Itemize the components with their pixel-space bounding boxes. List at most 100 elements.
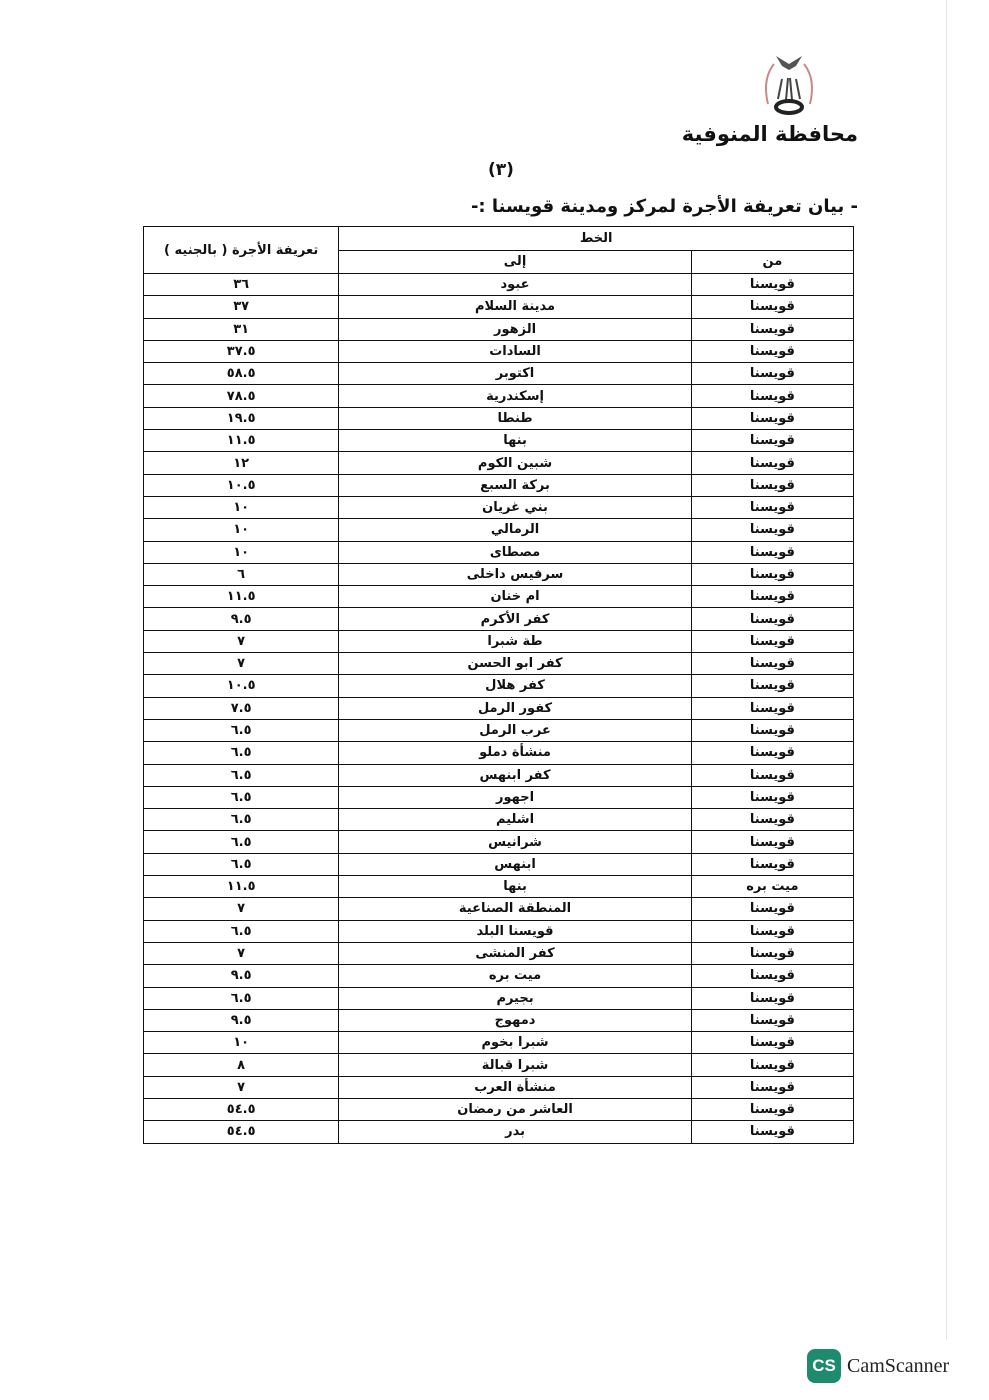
- to-cell: عبود: [338, 272, 692, 297]
- table-row: قويسنا كفر المنشى ٧: [142, 941, 855, 966]
- from-cell: قويسنا: [690, 607, 855, 631]
- from-cell: قويسنا: [690, 741, 855, 765]
- from-cell: قويسنا: [690, 362, 855, 386]
- from-cell: قويسنا: [690, 718, 855, 743]
- to-cell: شبرا بخوم: [338, 1031, 692, 1055]
- to-cell: كفر هلال: [338, 674, 692, 698]
- to-cell: ميت بره: [338, 964, 692, 988]
- from-cell: قويسنا: [690, 562, 855, 587]
- camscanner-label: CamScanner: [847, 1354, 950, 1377]
- table-row: قويسنا قويسنا البلد ٦.٥: [142, 919, 855, 943]
- from-cell: قويسنا: [690, 919, 855, 943]
- fare-cell: ٦.٥: [142, 741, 340, 765]
- fare-cell: ٣١: [142, 317, 340, 341]
- fare-cell: ٣٧.٥: [142, 339, 340, 364]
- fare-cell: ١٠: [142, 495, 340, 520]
- fare-cell: ٣٦: [142, 272, 340, 297]
- fare-cell: ١٠: [142, 518, 340, 542]
- fare-cell: ٦.٥: [142, 852, 340, 877]
- to-cell: مصطاى: [338, 540, 692, 564]
- from-cell: قويسنا: [690, 518, 855, 542]
- to-cell: المنطقة الصناعية: [338, 897, 692, 921]
- from-cell: قويسنا: [690, 763, 855, 787]
- table-row: قويسنا شرانيس ٦.٥: [142, 830, 855, 854]
- to-cell: العاشر من رمضان: [338, 1097, 692, 1122]
- table-row: قويسنا سرفيس داخلى ٦: [142, 562, 855, 587]
- fare-cell: ٩.٥: [142, 1008, 340, 1033]
- from-cell: قويسنا: [690, 1008, 855, 1033]
- from-cell: قويسنا: [690, 585, 855, 609]
- from-cell: قويسنا: [690, 339, 855, 364]
- table-row: قويسنا دمهوج ٩.٥: [142, 1008, 855, 1033]
- to-cell: كفر ابنهس: [338, 763, 692, 787]
- from-cell: قويسنا: [690, 384, 855, 408]
- table-row: قويسنا بني غريان ١٠: [142, 495, 855, 520]
- fare-cell: ١٠.٥: [142, 473, 340, 497]
- table-row: قويسنا ابنهس ٦.٥: [142, 852, 855, 877]
- to-cell: منشأة دملو: [338, 741, 692, 765]
- table-row: قويسنا بجيرم ٦.٥: [142, 986, 855, 1010]
- to-cell: بجيرم: [338, 986, 692, 1010]
- from-cell: قويسنا: [690, 295, 855, 319]
- to-cell: طنطا: [338, 406, 692, 431]
- to-cell: سرفيس داخلى: [338, 562, 692, 587]
- fare-cell: ٧.٥: [142, 696, 340, 720]
- fare-cell: ٦.٥: [142, 830, 340, 854]
- table-row: قويسنا مصطاى ١٠: [142, 540, 855, 564]
- fare-cell: ٥٤.٥: [142, 1120, 340, 1144]
- to-cell: بنها: [338, 875, 692, 899]
- fare-cell: ٧: [142, 941, 340, 966]
- fare-cell: ١١.٥: [142, 875, 340, 899]
- route-group-header: الخط: [338, 226, 854, 251]
- from-cell: قويسنا: [690, 696, 855, 720]
- table-row: قويسنا اكتوبر ٥٨.٥: [142, 362, 855, 386]
- to-cell: بدر: [338, 1120, 692, 1144]
- fare-cell: ٧: [142, 1075, 340, 1099]
- page-number: (٣): [488, 160, 514, 180]
- from-cell: قويسنا: [690, 495, 855, 520]
- table-row: قويسنا المنطقة الصناعية ٧: [142, 897, 855, 921]
- from-cell: قويسنا: [690, 1097, 855, 1122]
- page-edge: [946, 0, 947, 1340]
- table-row: قويسنا شبين الكوم ١٢: [142, 451, 855, 475]
- from-cell: قويسنا: [690, 317, 855, 341]
- camscanner-logo-icon: CS: [807, 1349, 841, 1383]
- table-row: قويسنا بنها ١١.٥: [142, 429, 855, 453]
- table-row: قويسنا العاشر من رمضان ٥٤.٥: [142, 1097, 855, 1122]
- fare-cell: ٧: [142, 629, 340, 654]
- to-cell: اشليم: [338, 808, 692, 832]
- governorate-name: محافظة المنوفية: [681, 122, 858, 146]
- to-cell: السادات: [338, 339, 692, 364]
- table-row: قويسنا مدينة السلام ٣٧: [142, 295, 855, 319]
- fare-cell: ٦.٥: [142, 785, 340, 810]
- governorate-emblem-icon: [765, 56, 813, 115]
- fare-cell: ٨: [142, 1053, 340, 1077]
- from-column-header: من: [690, 249, 855, 274]
- fare-cell: ١٠: [142, 1031, 340, 1055]
- table-row: قويسنا شبرا بخوم ١٠: [142, 1031, 855, 1055]
- table-row: قويسنا الرمالي ١٠: [142, 518, 855, 542]
- table-row: قويسنا عرب الرمل ٦.٥: [142, 718, 855, 743]
- table-row: قويسنا كفر الأكرم ٩.٥: [142, 607, 855, 631]
- fare-cell: ١٠.٥: [142, 674, 340, 698]
- table-row: قويسنا بدر ٥٤.٥: [142, 1120, 855, 1144]
- table-row: قويسنا منشأة العرب ٧: [142, 1075, 855, 1099]
- from-cell: قويسنا: [690, 1120, 855, 1144]
- table-row: قويسنا اشليم ٦.٥: [142, 808, 855, 832]
- to-cell: طة شبرا: [338, 629, 692, 654]
- table-row: قويسنا بركة السبع ١٠.٥: [142, 473, 855, 497]
- to-cell: كفر ابو الحسن: [338, 652, 692, 676]
- from-cell: قويسنا: [690, 785, 855, 810]
- to-cell: مدينة السلام: [338, 295, 692, 319]
- from-cell: قويسنا: [690, 629, 855, 654]
- fare-table: الخط تعريفة الأجرة ( بالجنيه ) من إلى قو…: [142, 226, 855, 1144]
- from-cell: ميت بره: [690, 875, 855, 899]
- to-cell: كفر الأكرم: [338, 607, 692, 631]
- fare-cell: ١٩.٥: [142, 406, 340, 431]
- table-row: قويسنا إسكندرية ٧٨.٥: [142, 384, 855, 408]
- fare-cell: ٥٤.٥: [142, 1097, 340, 1122]
- to-cell: كفر المنشى: [338, 941, 692, 966]
- fare-table-body: قويسنا عبود ٣٦ قويسنا مدينة السلام ٣٧ قويسنا ال…: [142, 272, 855, 1144]
- from-cell: قويسنا: [690, 830, 855, 854]
- fare-cell: ١١.٥: [142, 429, 340, 453]
